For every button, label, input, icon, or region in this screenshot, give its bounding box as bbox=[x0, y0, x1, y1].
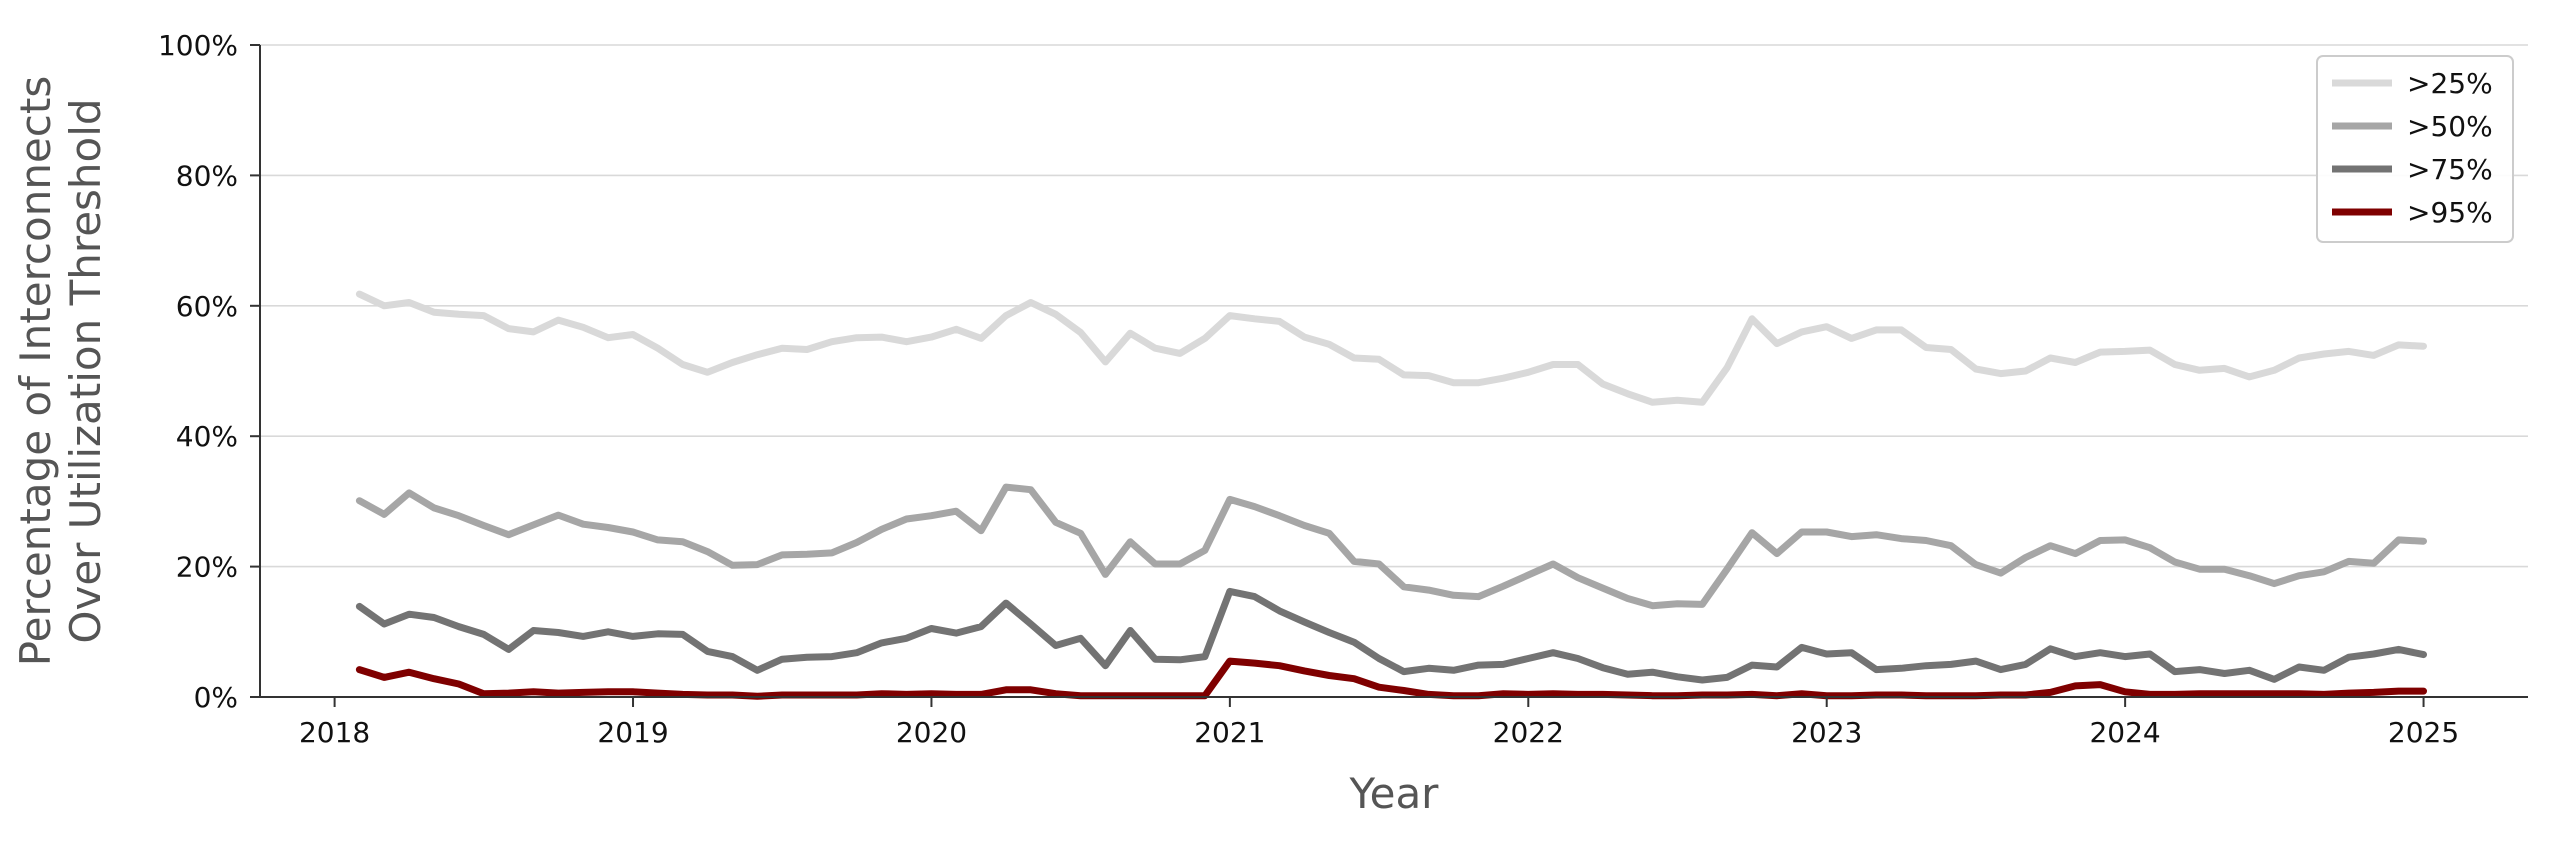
x-tick-label: 2021 bbox=[1194, 716, 1265, 749]
y-tick-label: 100% bbox=[158, 29, 238, 62]
legend-box bbox=[2316, 55, 2514, 243]
y-axis-title-line: Over Utilization Threshold bbox=[61, 98, 110, 643]
y-tick-label: 40% bbox=[176, 420, 238, 453]
series-line-4 bbox=[355, 657, 2427, 700]
x-tick-label: 2024 bbox=[2089, 716, 2160, 749]
x-tick-label: 2025 bbox=[2388, 716, 2459, 749]
x-tick-label: 2018 bbox=[299, 716, 370, 749]
x-tick-label: 2019 bbox=[597, 716, 668, 749]
legend-label: >75% bbox=[2407, 153, 2493, 186]
axes: 0% 20% 40% 60% 80% 100% 2018 2019 2020 2021 2022 20… bbox=[158, 29, 2528, 749]
x-tick-label: 2022 bbox=[1493, 716, 1564, 749]
y-tick-label: 80% bbox=[176, 159, 238, 192]
y-tick-label: 0% bbox=[194, 681, 238, 714]
legend: >25% >50% >75% >95% bbox=[2316, 55, 2514, 243]
series-line-2 bbox=[355, 483, 2427, 610]
x-axis-title: Year bbox=[1349, 769, 1440, 818]
y-axis-title-line: Percentage of Interconnects bbox=[11, 76, 60, 666]
y-axis-title: Percentage of Interconnects Over Utilizat… bbox=[11, 76, 110, 666]
x-tick-label: 2023 bbox=[1791, 716, 1862, 749]
legend-label: >95% bbox=[2407, 196, 2493, 229]
legend-label: >50% bbox=[2407, 110, 2493, 143]
series-line-3 bbox=[355, 587, 2427, 684]
y-tick-label: 20% bbox=[176, 551, 238, 584]
series-line-1 bbox=[355, 290, 2427, 406]
x-tick-label: 2020 bbox=[896, 716, 967, 749]
legend-label: >25% bbox=[2407, 67, 2493, 100]
y-tick-label: 60% bbox=[176, 290, 238, 323]
gridlines bbox=[260, 44, 2528, 568]
series-lines bbox=[355, 290, 2427, 700]
